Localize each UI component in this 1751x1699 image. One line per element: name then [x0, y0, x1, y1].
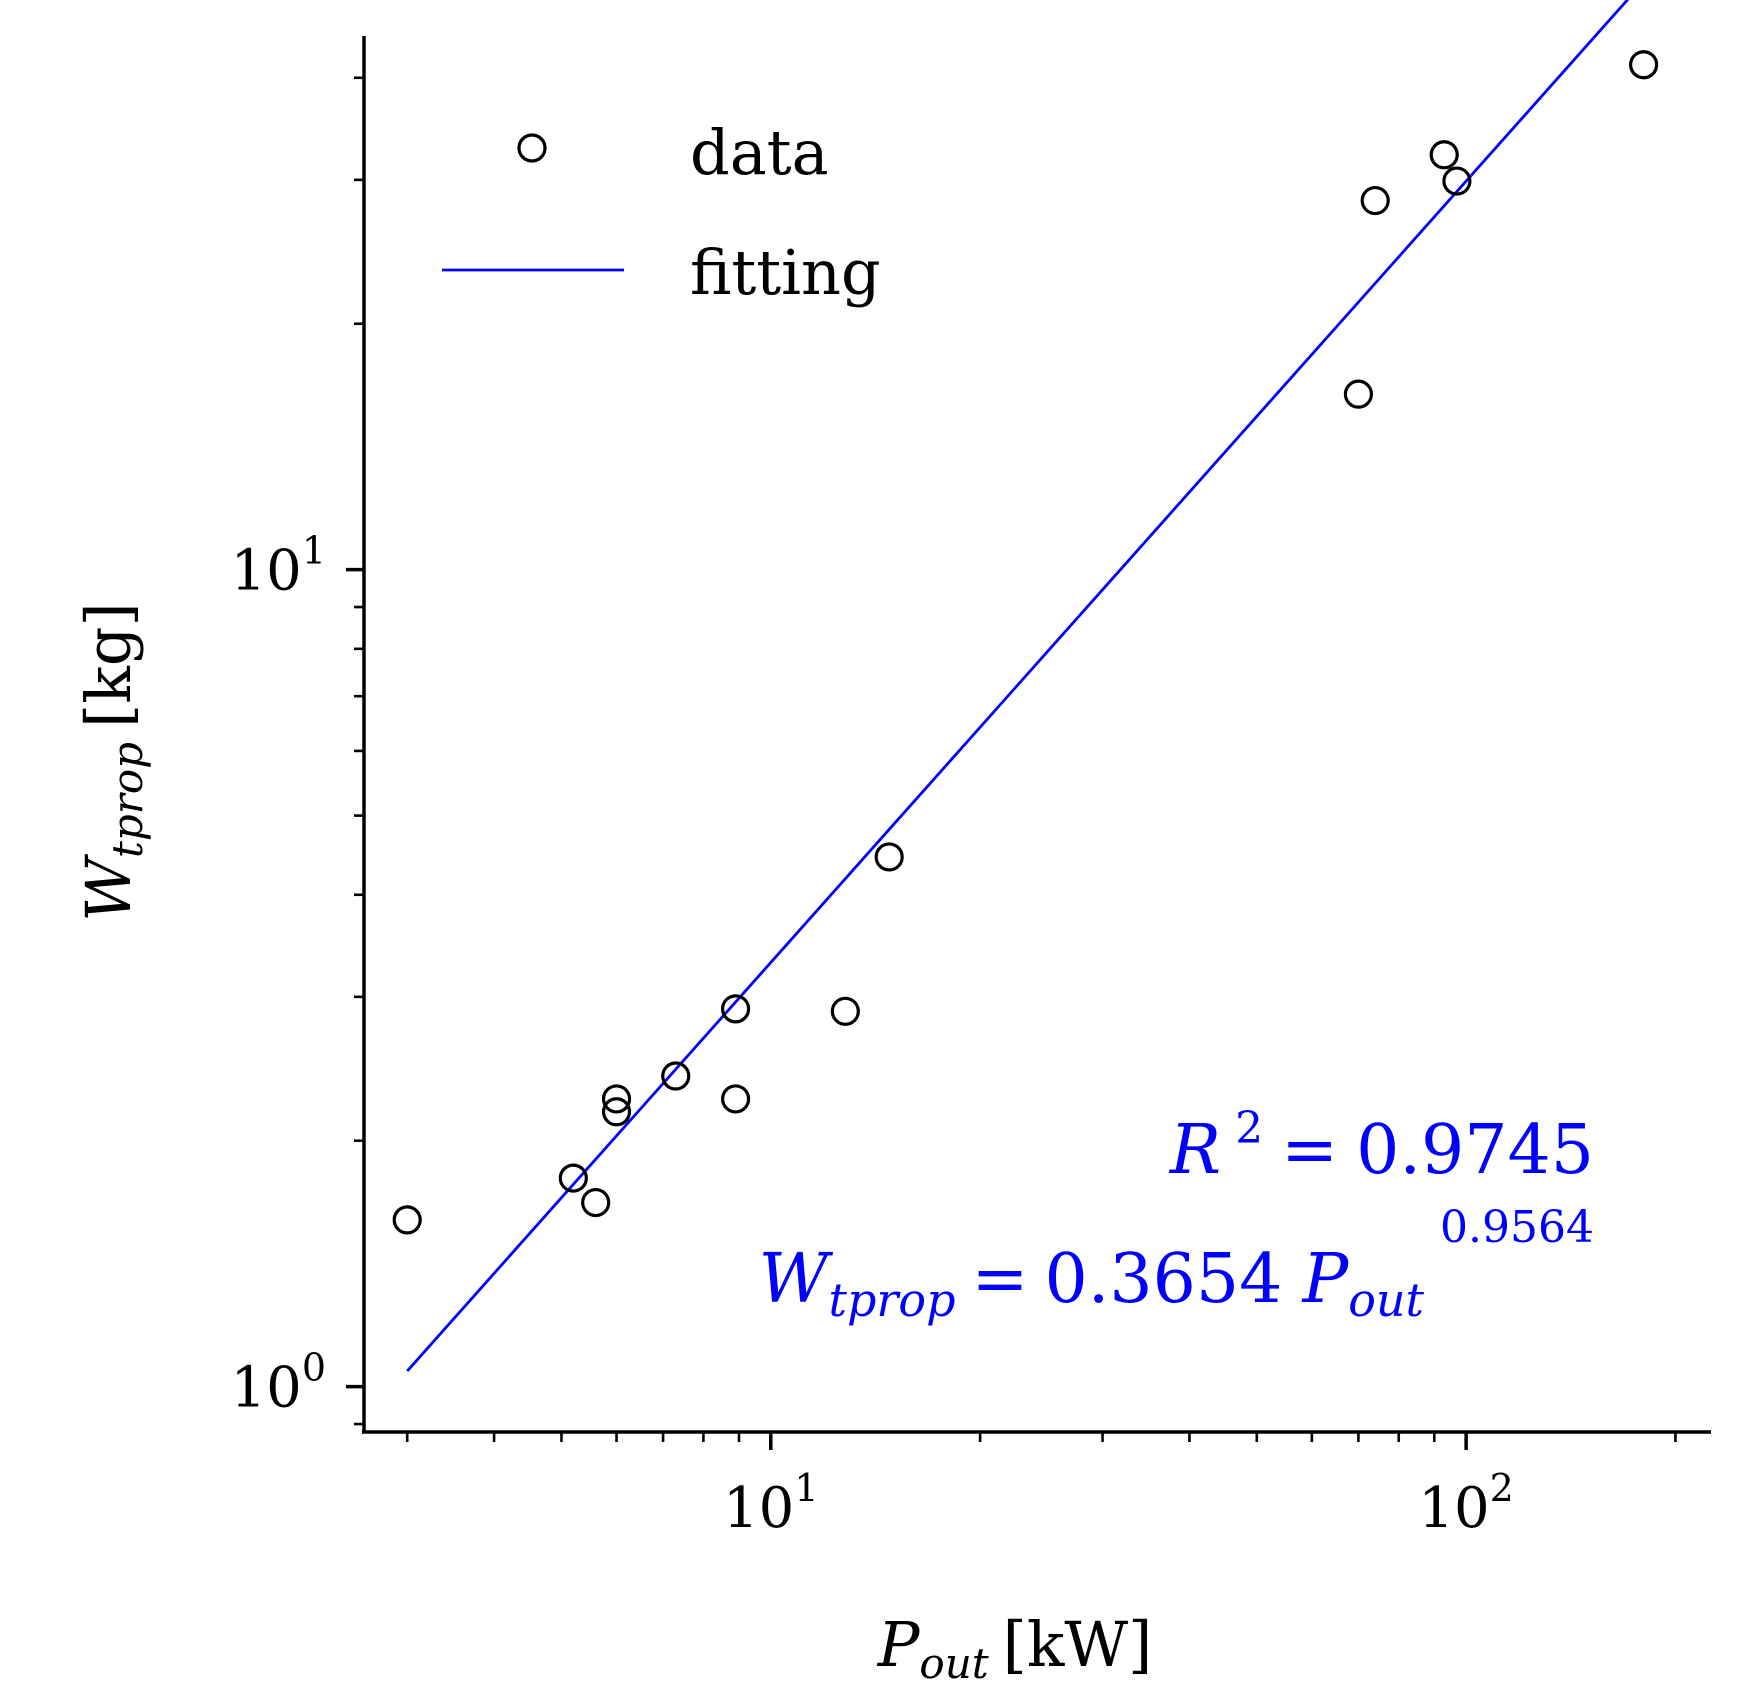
data-point — [1429, 140, 1459, 170]
data-point — [1343, 379, 1374, 409]
r-squared-annotation: R 2 = 0.9745 — [1168, 1103, 1594, 1190]
major-ticks — [346, 567, 1468, 1450]
data-point — [581, 1187, 611, 1218]
legend-label-fitting: fitting — [690, 236, 881, 309]
data-points — [392, 50, 1659, 1235]
y-axis-label: Wtprop[kg] — [72, 602, 152, 921]
data-point — [601, 1097, 632, 1127]
data-point — [1629, 50, 1659, 80]
y-tick-label-1: 100 — [231, 1346, 326, 1421]
x-tick-label-100: 102 — [1418, 1466, 1513, 1541]
legend-label-data: data — [690, 116, 829, 189]
data-point — [558, 1163, 588, 1193]
fit-line — [406, 0, 1630, 1372]
data-point — [874, 842, 904, 872]
data-point — [1442, 166, 1472, 196]
data-point — [601, 1084, 632, 1114]
data-point — [720, 994, 751, 1024]
data-point — [830, 996, 860, 1026]
fit-equation-annotation: Wtprop = 0.3654 Pout0.9564 — [759, 1202, 1594, 1327]
x-axis-label: Pout [kW] — [877, 1608, 1153, 1688]
legend-marker-data — [517, 133, 547, 163]
x-tick-labels: 101 102 — [723, 1466, 1514, 1541]
y-tick-labels: 100 101 — [231, 529, 326, 1421]
y-tick-label-10: 101 — [231, 529, 326, 604]
legend: data fitting — [442, 116, 881, 309]
data-point — [720, 1084, 751, 1114]
data-point — [392, 1205, 422, 1235]
data-point — [661, 1061, 691, 1091]
data-point — [1360, 185, 1390, 216]
x-tick-label-10: 101 — [723, 1466, 818, 1541]
